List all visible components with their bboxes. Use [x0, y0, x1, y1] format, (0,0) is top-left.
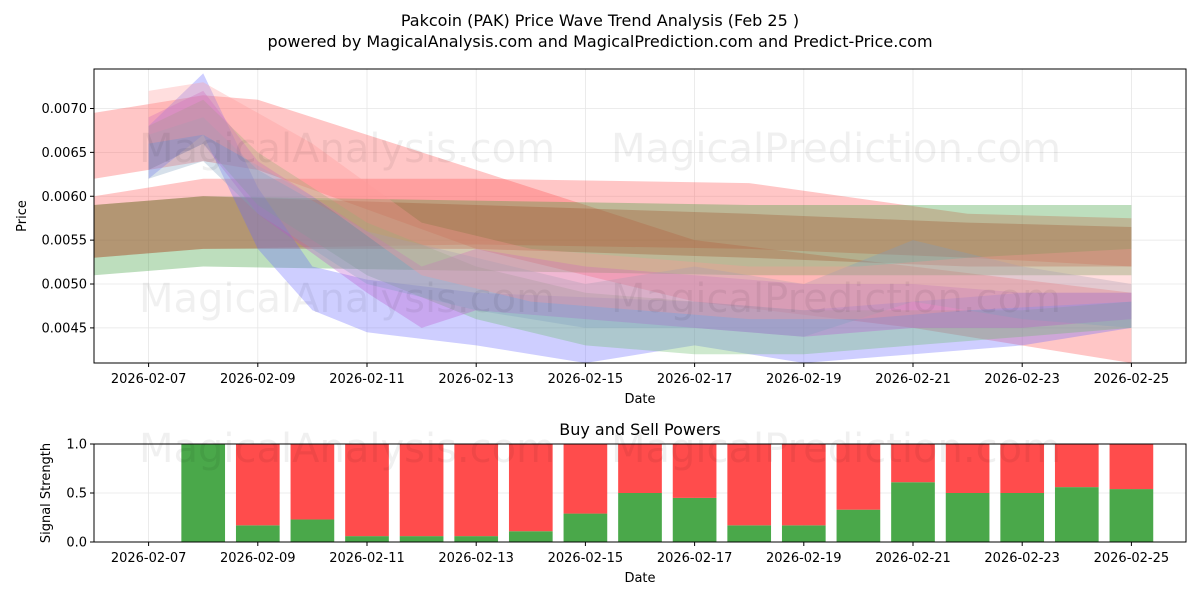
signal-x-tick-label: 2026-02-17	[657, 551, 733, 566]
band-pink-wave	[148, 82, 1132, 320]
price-chart: MagicalAnalysis.com MagicalPrediction.co…	[15, 68, 1187, 407]
sell-bar	[345, 444, 389, 537]
buy-bar	[181, 444, 226, 542]
signal-watermarks: MagicalAnalysis.com MagicalPrediction.co…	[139, 426, 1061, 472]
buy-bar	[345, 536, 389, 542]
price-watermarks: MagicalAnalysis.com MagicalPrediction.co…	[139, 126, 1061, 322]
signal-x-tick-label: 2026-02-19	[766, 551, 842, 566]
price-x-tick-label: 2026-02-19	[766, 372, 842, 387]
buy-bar	[781, 525, 826, 542]
watermark-1: MagicalAnalysis.com	[139, 126, 555, 172]
band-green-band	[94, 196, 1132, 276]
sell-bar	[672, 444, 717, 498]
band-green-wave	[148, 99, 1132, 355]
buy-bar	[563, 513, 608, 542]
signal-x-tick-label: 2026-02-09	[220, 551, 296, 566]
sell-bar	[836, 444, 881, 510]
price-y-tick-label: 0.0070	[42, 102, 88, 117]
buy-bar	[672, 497, 717, 542]
band-purple-wave	[148, 90, 1132, 337]
watermark-3: MagicalAnalysis.com	[139, 276, 555, 322]
price-x-tick-label: 2026-02-13	[438, 372, 514, 387]
sell-bar	[945, 444, 990, 493]
buy-bar	[399, 536, 444, 542]
sell-bar	[618, 444, 662, 493]
price-bands	[94, 73, 1132, 364]
signal-chart-title: Buy and Sell Powers	[559, 420, 721, 439]
sell-bar	[1054, 444, 1099, 488]
band-brown-band	[94, 196, 1132, 267]
buy-bar	[1054, 487, 1099, 542]
price-y-tick-label: 0.0055	[42, 234, 88, 249]
price-x-tick-label: 2026-02-09	[220, 372, 296, 387]
price-x-tick-label: 2026-02-25	[1094, 372, 1170, 387]
watermark-2: MagicalPrediction.com	[611, 126, 1061, 172]
band-blue-wave	[148, 73, 1132, 364]
band-gray-wave	[148, 117, 1132, 337]
sell-bar	[508, 444, 553, 532]
watermark-4: MagicalPrediction.com	[611, 276, 1061, 322]
price-x-tick-label: 2026-02-23	[984, 372, 1060, 387]
price-plot-frame	[93, 68, 1187, 364]
signal-chart: Buy and Sell Powers MagicalAnalysis.com …	[39, 420, 1187, 586]
buy-bar	[836, 509, 881, 542]
signal-x-tick-label: 2026-02-23	[984, 551, 1060, 566]
buy-bar	[618, 493, 662, 542]
signal-x-tick-label: 2026-02-15	[548, 551, 624, 566]
sell-bar	[727, 444, 772, 526]
signal-y-tick-label: 1.0	[66, 438, 87, 453]
sell-bar	[1000, 444, 1045, 493]
signal-x-tick-label: 2026-02-07	[111, 551, 187, 566]
price-y-tick-label: 0.0060	[42, 190, 88, 205]
watermark-5: MagicalAnalysis.com	[139, 426, 555, 472]
price-y-label: Price	[15, 200, 30, 232]
signal-y-tick-label: 0.0	[66, 536, 87, 551]
price-x-tick-label: 2026-02-15	[548, 372, 624, 387]
price-x-tick-label: 2026-02-17	[657, 372, 733, 387]
price-x-tick-label: 2026-02-07	[111, 372, 187, 387]
price-x-tick-label: 2026-02-21	[875, 372, 951, 387]
buy-bar	[290, 519, 335, 542]
buy-bar	[454, 536, 499, 542]
price-x-ticks: 2026-02-07 2026-02-09 2026-02-11 2026-02-13…	[111, 363, 1169, 387]
price-y-ticks: 0.0045 0.0050 0.0055 0.0060 0.0065 0.0070	[42, 102, 94, 336]
price-x-label: Date	[624, 392, 655, 407]
buy-bar	[1000, 493, 1045, 542]
sell-bar	[399, 444, 444, 537]
sell-bar	[235, 444, 280, 526]
signal-x-ticks: 2026-02-07 2026-02-09 2026-02-11 2026-02-13…	[111, 542, 1169, 566]
figure-subtitle: powered by MagicalAnalysis.com and Magic…	[267, 32, 932, 51]
buy-bar	[891, 482, 935, 542]
sell-bar	[563, 444, 608, 514]
signal-x-tick-label: 2026-02-21	[875, 551, 951, 566]
price-y-tick-label: 0.0050	[42, 278, 88, 293]
price-grid	[94, 69, 1186, 363]
price-y-tick-label: 0.0065	[42, 146, 88, 161]
sell-bar	[891, 444, 935, 483]
watermark-6: MagicalPrediction.com	[611, 426, 1061, 472]
signal-bars	[181, 444, 1154, 542]
signal-x-tick-label: 2026-02-25	[1094, 551, 1170, 566]
buy-bar	[1109, 489, 1154, 542]
buy-bar	[727, 525, 772, 542]
buy-bar	[235, 525, 280, 542]
sell-bar	[781, 444, 826, 526]
signal-x-label: Date	[624, 571, 655, 586]
sell-bar	[290, 444, 335, 520]
band-red-band-2	[94, 178, 1132, 267]
price-x-tick-label: 2026-02-11	[329, 372, 405, 387]
signal-x-tick-label: 2026-02-13	[438, 551, 514, 566]
signal-y-label: Signal Strength	[39, 443, 54, 543]
buy-bar	[508, 531, 553, 542]
signal-y-ticks: 0.0 0.5 1.0	[66, 438, 94, 551]
band-red-band-1	[94, 95, 1132, 364]
sell-bar	[1109, 444, 1154, 490]
figure-title: Pakcoin (PAK) Price Wave Trend Analysis …	[401, 11, 799, 30]
sell-bar	[454, 444, 499, 537]
buy-bar	[945, 493, 990, 542]
price-y-tick-label: 0.0045	[42, 321, 88, 336]
signal-x-tick-label: 2026-02-11	[329, 551, 405, 566]
signal-y-tick-label: 0.5	[66, 487, 87, 502]
